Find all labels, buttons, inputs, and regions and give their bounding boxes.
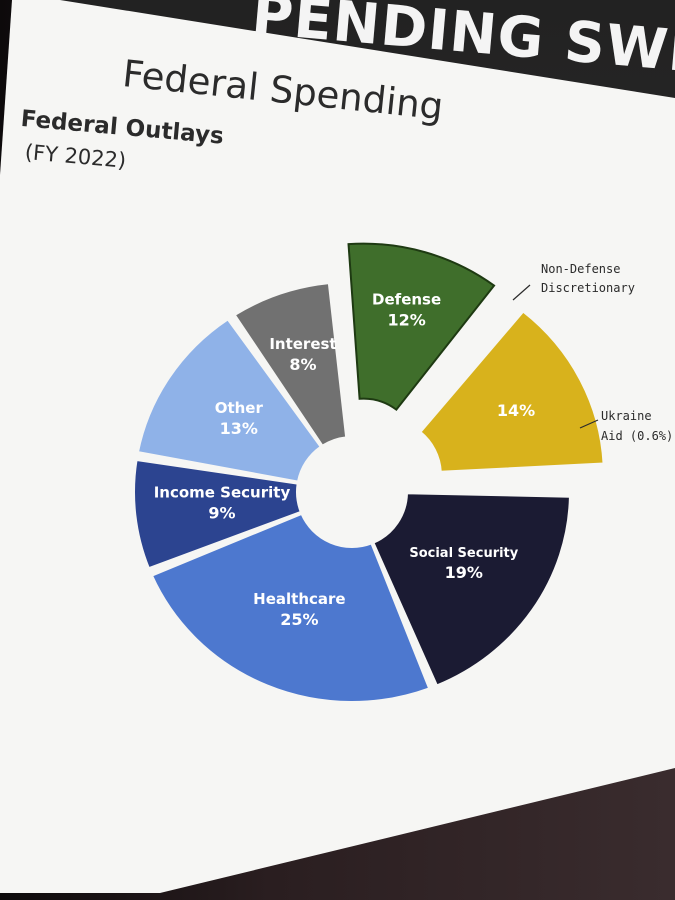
- slice-name-income-security: Income Security: [154, 484, 291, 502]
- callout-line-ukraine: [579, 419, 599, 429]
- slice-value-other: 13%: [220, 419, 258, 438]
- slice-value-healthcare: 25%: [280, 610, 318, 629]
- pie-slice-ukraine-aid: [427, 487, 593, 492]
- slice-name-other: Other: [215, 399, 264, 417]
- slice-name-social-security: Social Security: [409, 546, 518, 561]
- slice-value-interest: 8%: [289, 355, 316, 374]
- slice-name-healthcare: Healthcare: [253, 590, 345, 608]
- slice-value-income-security: 9%: [208, 504, 235, 523]
- callout-label-non-defense-1: Non-Defense: [541, 262, 620, 276]
- pie-slice-defense: [347, 242, 496, 412]
- slice-value-defense: 12%: [387, 311, 425, 330]
- slice-name-defense: Defense: [372, 291, 441, 309]
- slice-name-interest: Interest: [269, 335, 336, 353]
- callout-label-ukraine-2: Aid (0.6%): [601, 429, 673, 443]
- callout-label-non-defense-2: Discretionary: [541, 281, 635, 295]
- callout-label-ukraine-1: Ukraine: [601, 409, 652, 423]
- callout-line-non-defense: [512, 284, 531, 301]
- pie-slice-non-defense-discretionary: [419, 310, 605, 473]
- pie-center-hole: [297, 437, 407, 547]
- slice-value-social-security: 19%: [445, 563, 483, 582]
- slice-value-non-defense-discretionary: 14%: [497, 401, 535, 420]
